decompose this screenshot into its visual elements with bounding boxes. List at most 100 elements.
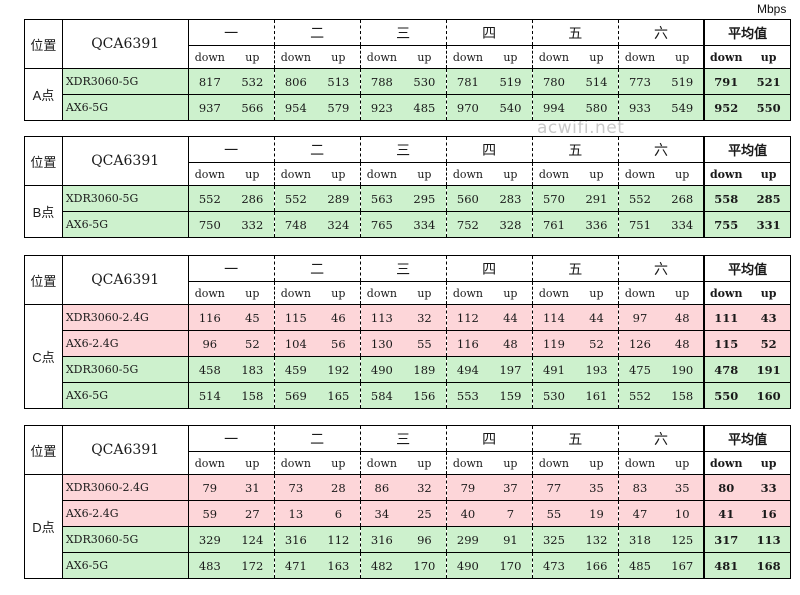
value-cell: 471 [273, 552, 318, 579]
table-row: AX6-5G 937 566 954 579 923 485 970 540 994 580 933 5… [25, 94, 791, 121]
avg-up-cell: 521 [747, 68, 791, 95]
value-cell: 334 [403, 211, 447, 238]
avg-down-header: down [703, 451, 748, 475]
down-header: down [359, 45, 404, 69]
day-header: 四 [445, 425, 533, 452]
up-header: up [661, 45, 705, 69]
device-name: AX6-2.4G [61, 330, 189, 357]
value-cell: 780 [531, 68, 576, 95]
down-header: down [359, 451, 404, 475]
value-cell: 485 [403, 94, 447, 121]
up-header: up [489, 162, 533, 186]
chip-header: QCA6391 [61, 255, 189, 305]
value-cell: 28 [317, 474, 361, 501]
value-cell: 494 [445, 356, 490, 383]
value-cell: 197 [489, 356, 533, 383]
value-cell: 112 [317, 526, 361, 553]
value-cell: 514 [187, 382, 232, 409]
value-cell: 166 [575, 552, 619, 579]
up-header: up [575, 451, 619, 475]
value-cell: 48 [489, 330, 533, 357]
value-cell: 316 [359, 526, 404, 553]
value-cell: 328 [489, 211, 533, 238]
value-cell: 580 [575, 94, 619, 121]
value-cell: 289 [317, 185, 361, 212]
value-cell: 336 [575, 211, 619, 238]
value-cell: 159 [489, 382, 533, 409]
value-cell: 459 [273, 356, 318, 383]
value-cell: 514 [575, 68, 619, 95]
chip-header: QCA6391 [61, 425, 189, 475]
average-header: 平均值 [703, 255, 791, 282]
value-cell: 475 [617, 356, 662, 383]
value-cell: 530 [403, 68, 447, 95]
value-cell: 490 [359, 356, 404, 383]
avg-up-cell: 16 [747, 500, 791, 527]
avg-down-cell: 41 [703, 500, 748, 527]
table-row: AX6-2.4G 96 52 104 56 130 55 116 48 119 52 126 48 115… [25, 330, 791, 357]
up-header: up [403, 281, 447, 305]
down-header: down [445, 162, 490, 186]
value-cell: 750 [187, 211, 232, 238]
day-header: 一 [187, 19, 275, 46]
avg-up-cell: 33 [747, 474, 791, 501]
value-cell: 73 [273, 474, 318, 501]
avg-down-cell: 952 [703, 94, 748, 121]
avg-up-header: up [747, 162, 791, 186]
value-cell: 994 [531, 94, 576, 121]
avg-down-header: down [703, 281, 748, 305]
day-header: 二 [273, 19, 361, 46]
device-name: XDR3060-5G [61, 526, 189, 553]
value-cell: 132 [575, 526, 619, 553]
location-label: D点 [32, 520, 55, 535]
value-cell: 316 [273, 526, 318, 553]
value-cell: 96 [403, 526, 447, 553]
value-cell: 549 [661, 94, 705, 121]
value-cell: 458 [187, 356, 232, 383]
day-header: 六 [617, 425, 705, 452]
avg-up-cell: 168 [747, 552, 791, 579]
value-cell: 552 [187, 185, 232, 212]
down-header: down [531, 451, 576, 475]
value-cell: 923 [359, 94, 404, 121]
value-cell: 329 [187, 526, 232, 553]
value-cell: 125 [661, 526, 705, 553]
value-cell: 579 [317, 94, 361, 121]
avg-up-cell: 52 [747, 330, 791, 357]
table-row: AX6-2.4G 59 27 13 6 34 25 40 7 55 19 47 10 41 16 [25, 500, 791, 527]
down-header: down [445, 451, 490, 475]
day-header: 四 [445, 255, 533, 282]
value-cell: 933 [617, 94, 662, 121]
value-cell: 748 [273, 211, 318, 238]
table-row: D点 XDR3060-2.4G 79 31 73 28 86 32 79 37 77 35 83 35 80… [25, 474, 791, 535]
avg-up-cell: 43 [747, 304, 791, 331]
value-cell: 540 [489, 94, 533, 121]
up-header: up [317, 451, 361, 475]
value-cell: 530 [531, 382, 576, 409]
device-name: XDR3060-5G [61, 68, 189, 95]
down-header: down [531, 281, 576, 305]
day-header: 四 [445, 136, 533, 163]
day-header: 三 [359, 19, 447, 46]
value-cell: 170 [489, 552, 533, 579]
table-row: AX6-5G 514 158 569 165 584 156 553 159 530 161 552 1… [25, 382, 791, 409]
avg-up-header: up [747, 45, 791, 69]
avg-up-header: up [747, 281, 791, 305]
value-cell: 490 [445, 552, 490, 579]
avg-down-cell: 558 [703, 185, 748, 212]
down-header: down [445, 45, 490, 69]
value-cell: 937 [187, 94, 232, 121]
value-cell: 563 [359, 185, 404, 212]
value-cell: 299 [445, 526, 490, 553]
value-cell: 40 [445, 500, 490, 527]
up-header: up [317, 281, 361, 305]
value-cell: 27 [231, 500, 275, 527]
value-cell: 570 [531, 185, 576, 212]
table-row: XDR3060-5G 329 124 316 112 316 96 299 91 325 132 31… [25, 526, 791, 553]
value-cell: 83 [617, 474, 662, 501]
value-cell: 113 [359, 304, 404, 331]
value-cell: 773 [617, 68, 662, 95]
value-cell: 513 [317, 68, 361, 95]
value-cell: 765 [359, 211, 404, 238]
result-table: 位置 QCA6391 一二三四五六平均值 down up down up down up down… [24, 425, 791, 579]
